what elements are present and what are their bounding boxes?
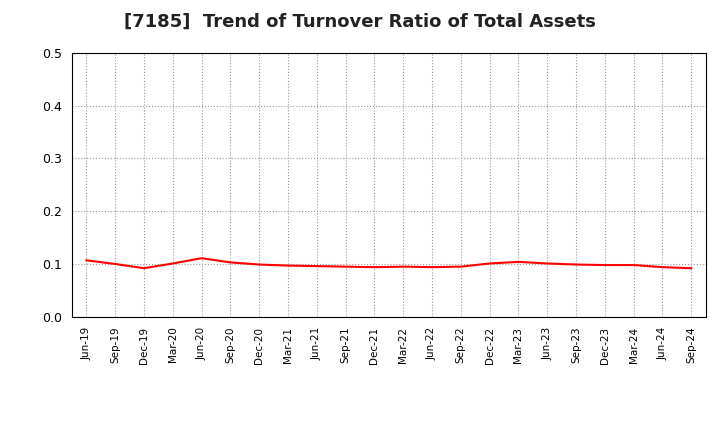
Text: [7185]  Trend of Turnover Ratio of Total Assets: [7185] Trend of Turnover Ratio of Total … — [124, 13, 596, 31]
